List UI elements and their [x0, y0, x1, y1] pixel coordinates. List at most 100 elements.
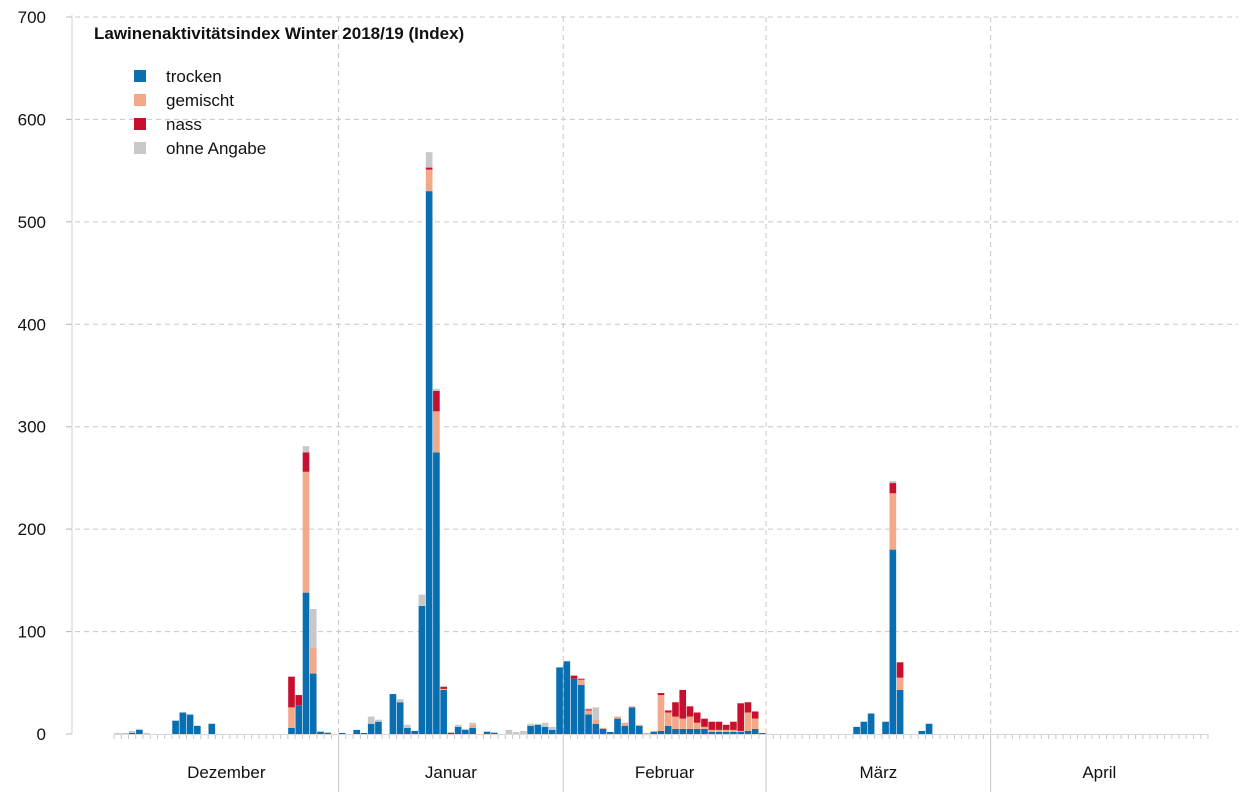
bar-trocken-day-73 — [635, 725, 643, 734]
bar-gemischt-day-76 — [657, 695, 665, 731]
bar-nass-day-108 — [889, 483, 897, 494]
bar-gemischt-day-78 — [672, 716, 679, 729]
bar-ohne-Angabe-day-53 — [491, 731, 498, 733]
bar-trocken-day-109 — [896, 689, 904, 734]
bar-gemischt-day-66 — [585, 710, 592, 715]
bar-ohne-Angabe-day-56 — [512, 731, 520, 734]
bar-trocken-day-85 — [722, 731, 730, 734]
legend-swatch-trocken — [134, 70, 146, 82]
bar-nass-day-85 — [722, 724, 730, 730]
bar-nass-day-45 — [433, 390, 440, 412]
bar-trocken-day-72 — [628, 707, 636, 734]
bar-trocken-day-29 — [317, 731, 324, 734]
y-tick-label-700: 700 — [18, 8, 46, 27]
bar-gemischt-day-25 — [288, 707, 295, 728]
bar-trocken-day-4 — [136, 729, 143, 734]
bar-gemischt-day-81 — [693, 722, 701, 729]
bar-gemischt-day-44 — [425, 169, 433, 192]
bar-trocken-day-71 — [621, 725, 629, 734]
bar-ohne-Angabe-day-67 — [592, 707, 600, 720]
bar-gemischt-day-67 — [592, 719, 600, 724]
bar-gemischt-day-86 — [730, 729, 737, 732]
bar-gemischt-day-85 — [722, 729, 730, 732]
bar-trocken-day-11 — [186, 714, 194, 734]
bar-ohne-Angabe-day-4 — [136, 728, 143, 730]
bar-trocken-day-30 — [324, 732, 332, 734]
bar-trocken-day-53 — [491, 732, 498, 734]
bar-ohne-Angabe-day-60 — [541, 722, 549, 727]
bar-nass-day-25 — [288, 676, 295, 708]
bar-nass-day-80 — [686, 706, 694, 717]
bar-gemischt-day-88 — [744, 712, 752, 731]
bar-trocken-day-43 — [418, 605, 426, 734]
bar-trocken-day-89 — [751, 728, 759, 734]
bar-ohne-Angabe-day-108 — [889, 481, 897, 484]
bar-nass-day-76 — [657, 693, 665, 696]
bar-trocken-day-58 — [527, 725, 534, 734]
bar-gemischt-day-28 — [309, 647, 317, 674]
bar-trocken-day-12 — [193, 725, 201, 734]
bar-ohne-Angabe-day-49 — [462, 728, 469, 730]
bar-ohne-Angabe-day-1 — [114, 732, 121, 734]
bar-nass-day-26 — [295, 695, 303, 706]
bar-trocken-day-14 — [208, 723, 216, 734]
bar-trocken-day-48 — [454, 726, 462, 734]
bar-gemischt-day-87 — [737, 730, 745, 732]
bar-trocken-day-87 — [737, 731, 745, 734]
bar-trocken-day-27 — [302, 592, 310, 734]
month-label-januar: Januar — [425, 763, 477, 782]
bar-trocken-day-36 — [367, 723, 375, 734]
legend: trocken gemischt nass ohne Angabe — [134, 67, 266, 158]
bar-nass-day-64 — [570, 675, 578, 679]
bar-trocken-day-82 — [701, 728, 708, 734]
bar-ohne-Angabe-day-30 — [324, 731, 332, 733]
bar-gemischt-day-68 — [599, 727, 607, 729]
bar-trocken-day-34 — [353, 729, 361, 734]
bar-trocken-day-84 — [715, 731, 723, 734]
bar-nass-day-78 — [672, 702, 679, 717]
bar-gemischt-day-83 — [708, 729, 716, 732]
bar-trocken-day-75 — [650, 731, 658, 734]
bar-ohne-Angabe-day-2 — [121, 732, 129, 734]
bar-ohne-Angabe-day-28 — [309, 609, 317, 648]
bar-trocken-day-44 — [425, 191, 433, 735]
bar-nass-day-27 — [302, 452, 310, 472]
month-label-märz: März — [859, 763, 897, 782]
bar-trocken-day-86 — [730, 731, 737, 734]
bar-ohne-Angabe-day-61 — [549, 726, 556, 730]
bar-nass-day-83 — [708, 721, 716, 730]
bar-nass-day-79 — [679, 689, 687, 719]
bar-ohne-Angabe-day-47 — [447, 731, 455, 733]
bar-trocken-day-90 — [759, 732, 766, 734]
bar-trocken-day-45 — [433, 452, 440, 734]
bar-trocken-day-49 — [462, 729, 469, 734]
bar-gemischt-day-65 — [577, 679, 585, 685]
bar-ohne-Angabe-day-5 — [143, 732, 150, 734]
bar-trocken-day-88 — [744, 730, 752, 734]
bar-ohne-Angabe-day-55 — [505, 729, 513, 734]
y-tick-label-100: 100 — [18, 623, 46, 642]
bar-ohne-Angabe-day-44 — [425, 152, 433, 168]
bar-trocken-day-28 — [309, 673, 317, 734]
bar-trocken-day-67 — [592, 723, 600, 734]
bar-trocken-day-70 — [614, 718, 621, 734]
bar-nass-day-84 — [715, 721, 723, 730]
bar-nass-day-87 — [737, 703, 745, 731]
bar-trocken-day-108 — [889, 549, 897, 734]
bar-gemischt-day-74 — [643, 732, 650, 734]
bar-ohne-Angabe-day-37 — [375, 719, 382, 722]
bar-nass-day-86 — [730, 721, 737, 730]
bar-gemischt-day-79 — [679, 718, 687, 729]
bar-nass-day-82 — [701, 718, 708, 727]
y-tick-label-0: 0 — [37, 725, 46, 744]
legend-label-ohne-Angabe: ohne Angabe — [166, 139, 266, 158]
bar-trocken-day-60 — [541, 726, 549, 734]
bar-nass-day-65 — [577, 678, 585, 680]
bar-gemischt-day-84 — [715, 729, 723, 732]
bar-trocken-day-105 — [867, 713, 875, 734]
bar-trocken-day-69 — [606, 731, 614, 734]
bar-gemischt-day-75 — [650, 730, 658, 732]
bar-trocken-day-76 — [657, 730, 665, 734]
bar-trocken-day-3 — [128, 732, 136, 734]
bar-nass-day-46 — [440, 686, 447, 689]
